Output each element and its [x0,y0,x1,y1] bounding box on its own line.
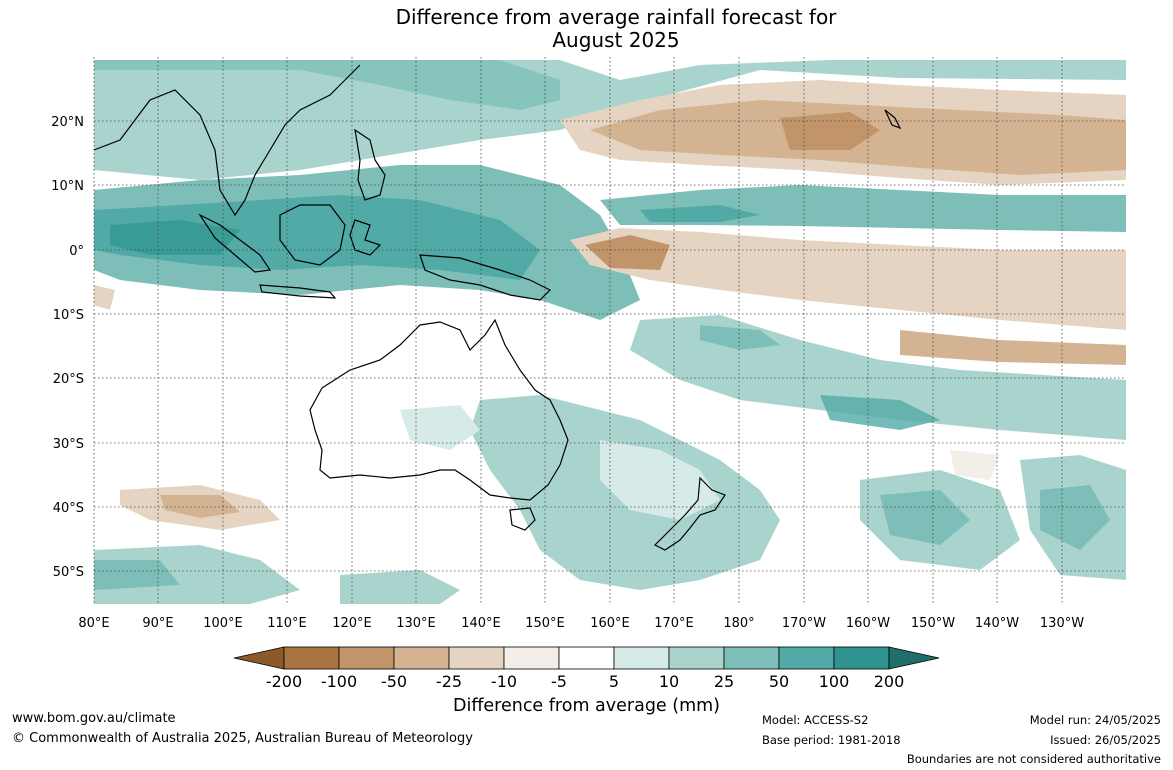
lon-label-150w: 150°W [911,616,955,631]
cb-tick: 50 [768,672,790,691]
tasmania-coast [509,507,536,531]
footer-base-period: Base period: 1981-2018 [762,733,901,747]
lon-label-170w: 170°W [782,616,826,631]
borneo-coast [279,204,346,266]
lon-label-130w: 130°W [1040,616,1084,631]
colorbar-arrow-high [888,646,940,670]
colorbar-swatch [283,646,340,670]
lon-label-90e: 90°E [142,616,173,631]
lon-label-130e: 130°E [396,616,436,631]
lat-label-50s: 50°S [53,565,84,580]
cb-tick: -200 [265,672,303,691]
colorbar-swatch [778,646,835,670]
cb-tick: 100 [818,672,850,691]
cb-tick: 200 [873,672,905,691]
java-coast [259,284,337,299]
map-title-line2: August 2025 [552,28,680,52]
colorbar-swatch [503,646,560,670]
colorbar-swatch [558,646,615,670]
lat-label-30s: 30°S [53,437,84,452]
cb-tick: 5 [608,672,620,691]
lon-label-80e: 80°E [78,616,109,631]
cb-tick: -25 [435,672,463,691]
asia-coast [93,64,361,217]
lon-label-170e: 170°E [654,616,694,631]
new-zealand-coast [653,476,726,551]
hawaii-coast [884,109,902,130]
cb-tick: 10 [658,672,680,691]
footer-model: Model: ACCESS-S2 [762,713,869,727]
lat-label-10n: 10°N [51,179,84,194]
lat-label-20s: 20°S [53,372,84,387]
cb-tick: 25 [713,672,735,691]
sumatra-coast [198,213,272,273]
coastlines [93,64,902,551]
anomaly-field [94,57,1126,604]
lon-label-160e: 160°E [590,616,630,631]
footer-issued: Issued: 26/05/2025 [1050,733,1161,747]
map-title-line1: Difference from average rainfall forecas… [395,5,837,29]
cb-tick: -5 [551,672,567,691]
new-guinea-coast [419,254,552,301]
cb-tick: -100 [320,672,358,691]
lon-label-140e: 140°E [461,616,501,631]
colorbar-arrow-low [233,646,285,670]
footer-copyright: © Commonwealth of Australia 2025, Austra… [12,731,473,746]
footer-disclaimer: Boundaries are not considered authoritat… [906,752,1161,766]
lon-label-110e: 110°E [267,616,307,631]
colorbar-swatch [448,646,505,670]
australia-coast [309,318,569,501]
lon-label-140w: 140°W [975,616,1019,631]
colorbar-swatch [723,646,780,670]
cb-tick: -10 [490,672,518,691]
lon-label-100e: 100°E [203,616,243,631]
graticule [93,57,1126,604]
lat-label-40s: 40°S [53,501,84,516]
philippines-coast [354,128,386,201]
lon-label-120e: 120°E [332,616,372,631]
colorbar-swatch [833,646,890,670]
colorbar-swatch [393,646,450,670]
lat-label-10s: 10°S [53,308,84,323]
colorbar-swatch [613,646,670,670]
lon-label-180: 180° [723,616,754,631]
footer-url[interactable]: www.bom.gov.au/climate [12,711,176,726]
cb-tick: -50 [380,672,408,691]
colorbar-title: Difference from average (mm) [452,696,721,716]
colorbar-swatch [668,646,725,670]
colorbar-swatch [338,646,395,670]
lat-label-0: 0° [69,244,84,259]
lon-label-160w: 160°W [846,616,890,631]
lat-label-20n: 20°N [51,115,84,130]
colorbar [233,646,940,670]
footer-model-run: Model run: 24/05/2025 [1029,713,1161,727]
lon-label-150e: 150°E [525,616,565,631]
